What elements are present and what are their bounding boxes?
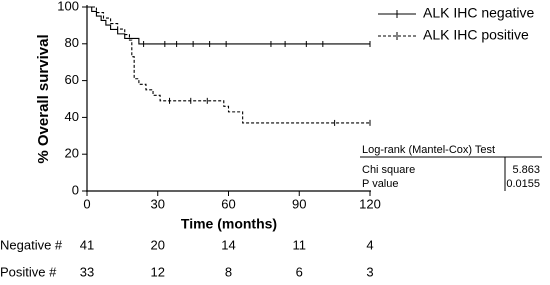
risk-label: Negative # [0,237,63,252]
y-tick-label: 40 [65,109,79,124]
y-tick-label: 80 [65,35,79,50]
survival-curve [87,6,370,45]
survival-curve [87,6,370,124]
risk-value: 3 [366,264,373,279]
x-tick-label: 0 [83,196,90,211]
test-row-value: 5.863 [512,164,540,176]
risk-value: 33 [80,264,94,279]
risk-value: 14 [221,237,235,252]
x-tick-label: 90 [292,196,306,211]
legend-label: ALK IHC positive [423,27,529,43]
risk-value: 11 [293,237,307,252]
test-row-label: P value [362,178,399,190]
y-tick-label: 60 [65,72,79,87]
risk-value: 12 [151,264,165,279]
risk-value: 20 [151,237,165,252]
test-title: Log-rank (Mantel-Cox) Test [362,144,495,156]
x-axis-title: Time (months) [181,216,277,232]
risk-value: 41 [80,237,94,252]
test-row-label: Chi square [362,164,415,176]
x-tick-label: 60 [221,196,235,211]
y-tick-label: 20 [65,146,79,161]
y-axis-title: % Overall survival [35,34,52,163]
risk-value: 4 [366,237,373,252]
risk-value: 6 [296,264,303,279]
test-row-value: 0.0155 [506,178,540,190]
x-tick-label: 120 [359,196,381,211]
legend-label: ALK IHC negative [423,5,534,21]
x-tick-label: 30 [151,196,165,211]
risk-label: Positive # [0,264,57,279]
y-tick-label: 0 [72,182,79,197]
y-tick-label: 100 [57,0,79,13]
risk-value: 8 [225,264,232,279]
